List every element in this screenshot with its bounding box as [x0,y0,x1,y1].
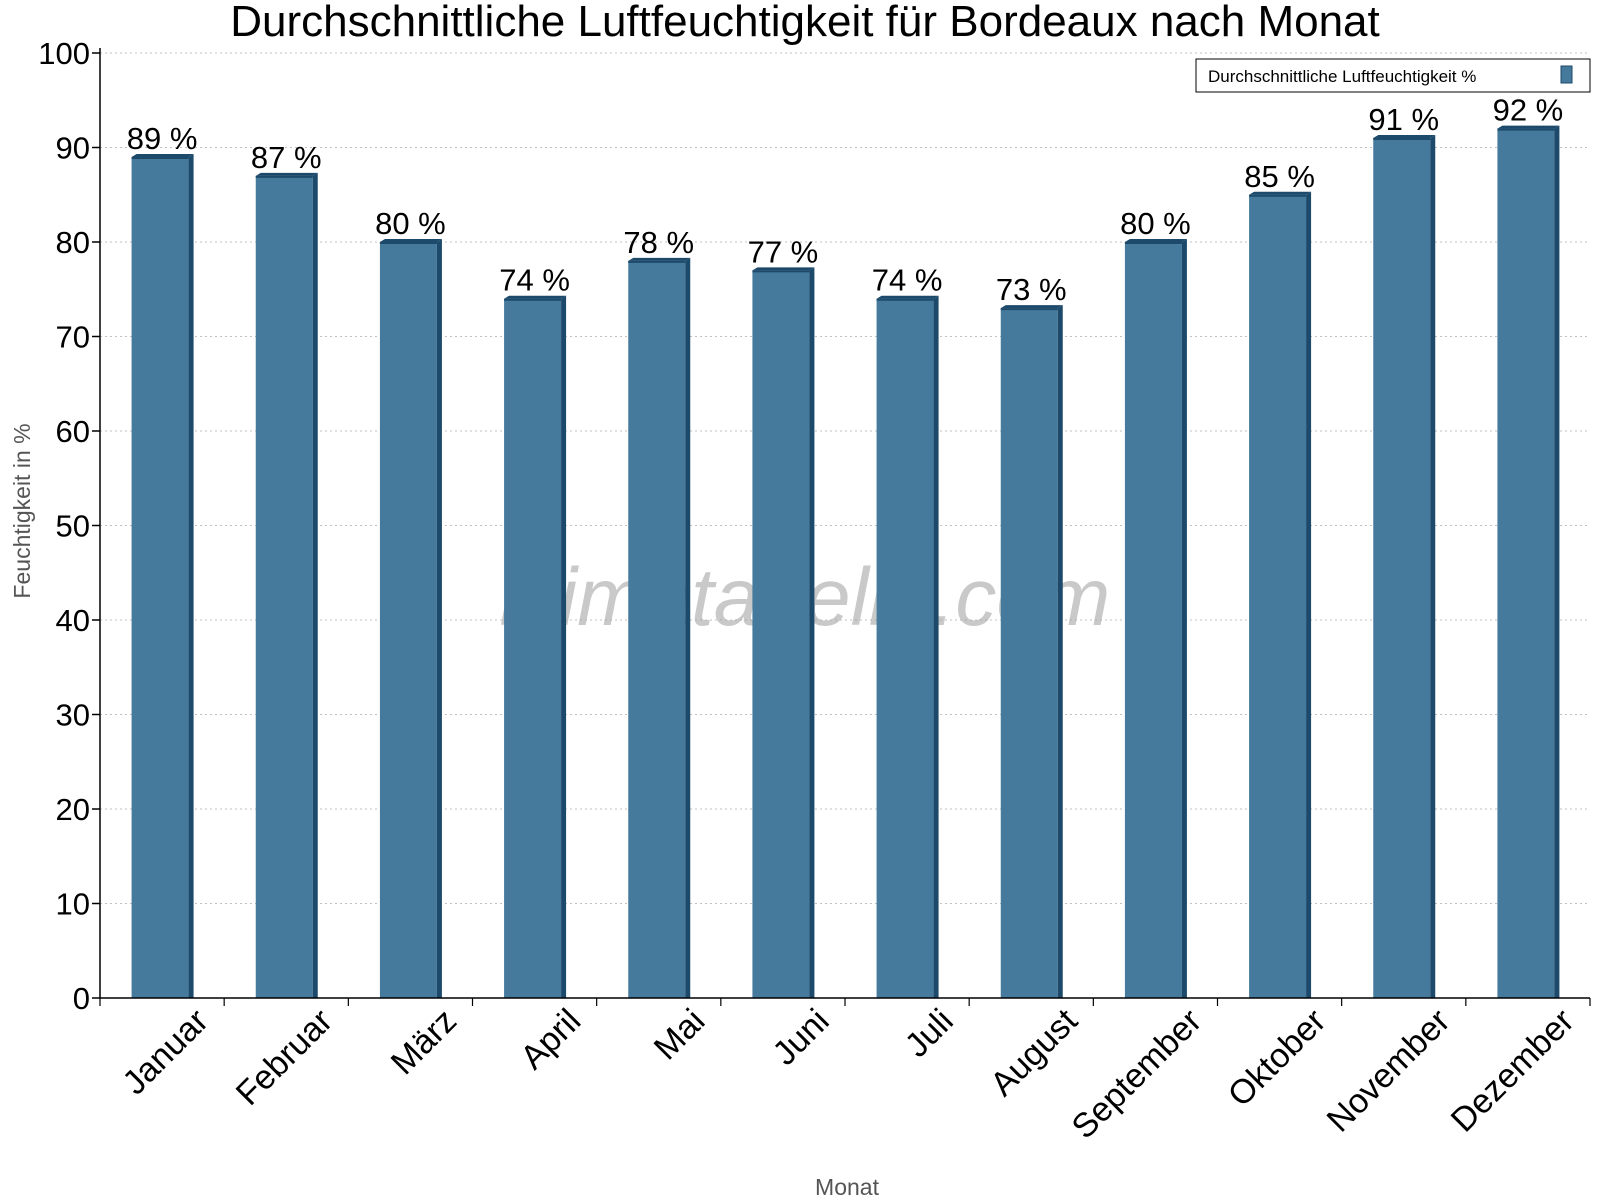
y-axis-title: Feuchtigkeit in % [9,423,35,598]
bar-face [255,175,313,999]
x-tick-label: September [1065,1002,1209,1146]
bar-side [1554,125,1560,999]
bar-top [255,172,318,176]
bar [1124,239,1187,998]
value-label: 85 % [1244,159,1315,194]
axes [92,48,1591,1006]
bar-face [1373,138,1431,999]
value-label: 74 % [872,263,943,298]
value-label: 92 % [1493,93,1564,128]
x-tick-label: Februar [229,1002,340,1113]
bar [752,267,815,999]
bar-face [1000,308,1058,998]
bar-top [1497,125,1560,129]
bar-top [379,239,442,242]
value-labels: 89 % 87 % 80 % 74 % 78 % 77 % 74 % 73 % 80 % 85 %… [127,93,1564,308]
y-tick-label: 0 [73,981,90,1016]
x-tick-label: April [513,1002,588,1077]
x-tick-label: März [384,1002,464,1082]
x-tick-label: Januar [115,1002,215,1102]
y-tick-label: 30 [56,698,90,733]
legend: Durchschnittliche Luftfeuchtigkeit % [1195,58,1591,93]
x-tick-label: Mai [647,1002,713,1068]
x-tick-label: November [1320,1002,1458,1140]
x-tick-label: August [983,1001,1085,1103]
bar-face [504,298,562,998]
bar-face [876,298,934,998]
bar-face [752,270,810,999]
bar-face [131,156,189,998]
bar-top [876,295,939,299]
chart-title: Durchschnittliche Luftfeuchtigkeit für B… [230,0,1380,46]
x-tick-label: Juni [766,1002,837,1073]
bar-side [436,239,442,998]
bar-side [1181,239,1187,998]
y-tick-label: 40 [56,603,90,638]
bar [131,153,194,998]
bar-side [1306,191,1312,998]
bar-side [933,295,939,998]
value-label: 87 % [251,140,322,175]
bar [1000,305,1063,998]
bar-face [1249,194,1307,998]
bar-face [379,242,437,998]
bar-face [628,260,686,998]
bar-top [628,257,691,261]
value-label: 89 % [127,121,198,156]
bar [1373,135,1436,999]
x-tick-labels: Januar Februar März April Mai Juni Juli AugustS… [115,1001,1581,1146]
y-tick-label: 10 [56,887,90,922]
y-tick-label: 100 [38,36,90,71]
value-label: 80 % [1120,206,1191,241]
bar-side [809,267,815,999]
legend-label: Durchschnittliche Luftfeuchtigkeit % [1208,67,1476,86]
bar-face [1497,128,1555,999]
legend-swatch [1560,65,1573,84]
grid-lines [100,52,1590,904]
value-label: 77 % [748,234,819,269]
bar-top [1000,305,1063,309]
bar [876,295,939,998]
y-tick-label: 80 [56,225,90,260]
bar-top [131,153,194,157]
value-label: 80 % [375,206,446,241]
bar-side [188,153,194,998]
bar [1497,125,1560,999]
y-tick-label: 50 [56,509,90,544]
value-label: 78 % [623,225,694,260]
value-label: 74 % [499,263,570,298]
bar-face [1124,242,1182,998]
bars-group [131,125,1560,999]
bar [504,295,567,998]
value-label: 73 % [996,272,1067,307]
bar-top [504,295,567,299]
bar-top [752,267,815,271]
bar-side [1430,135,1436,999]
x-tick-label: Oktober [1221,1002,1333,1114]
x-axis-title: Monat [815,1174,880,1200]
bar-side [312,172,318,999]
bar-side [685,257,691,998]
bar [379,239,442,998]
y-tick-label: 90 [56,131,90,166]
bar-top [1124,239,1187,242]
value-label: 91 % [1368,102,1439,137]
y-tick-label: 70 [56,320,90,355]
y-tick-label: 60 [56,414,90,449]
bar-side [1057,305,1063,998]
y-tick-labels: 0 10 20 30 40 50 60 70 80 90 100 [38,36,90,1016]
bar [628,257,691,998]
bar [255,172,318,999]
y-tick-label: 20 [56,792,90,827]
bar-top [1373,135,1436,139]
bar [1249,191,1312,998]
x-tick-label: Juli [898,1002,961,1065]
bar-side [561,295,567,998]
x-tick-label: Dezember [1444,1002,1582,1140]
bar-top [1249,191,1312,195]
legend-box [1195,58,1591,93]
